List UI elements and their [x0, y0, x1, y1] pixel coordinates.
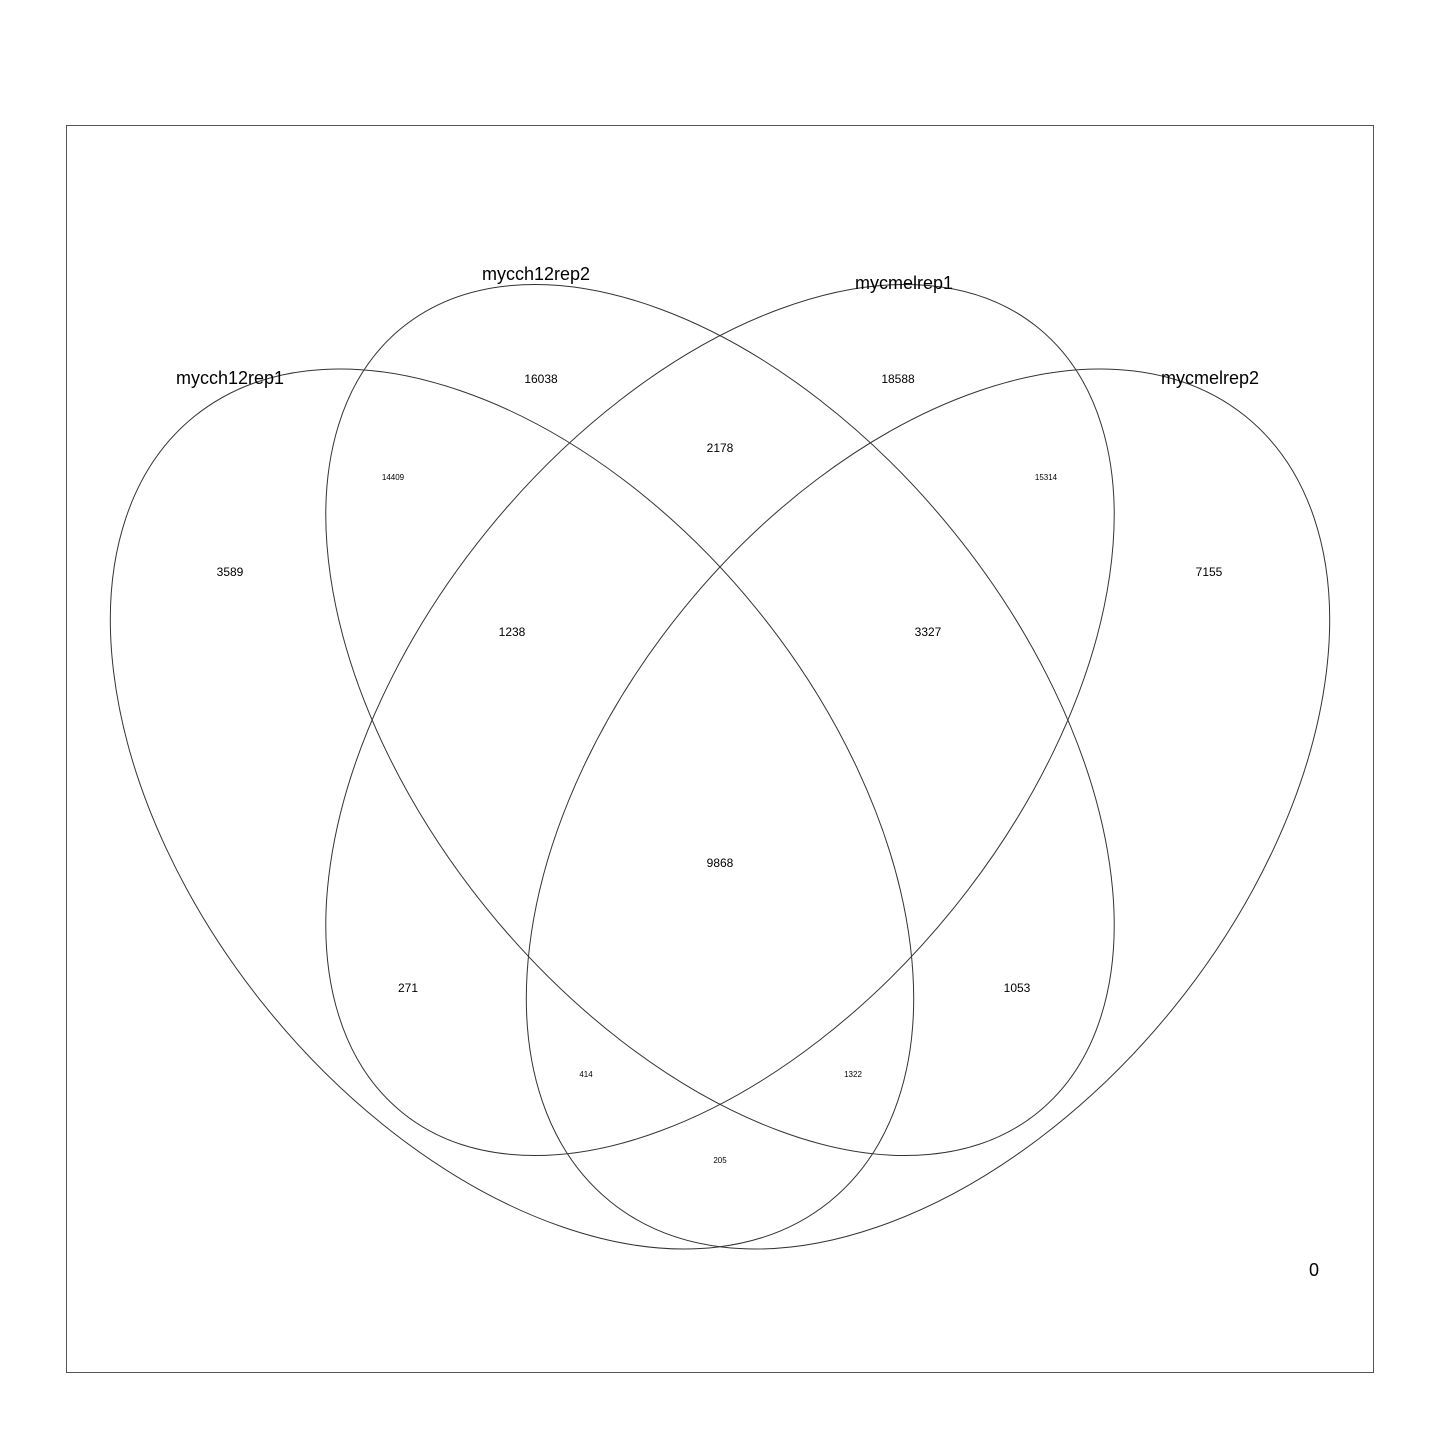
region-count-B: 16038: [524, 372, 558, 386]
set-ellipse-mycch12rep1: [109, 368, 915, 1250]
region-count-D: 7155: [1196, 565, 1223, 579]
set-ellipse-mycmelrep2: [525, 368, 1331, 1250]
region-count-C: 18588: [881, 372, 915, 386]
set-label-mycch12rep1: mycch12rep1: [176, 368, 284, 388]
region-count-AB: 14409: [382, 473, 405, 482]
region-count-BC: 2178: [707, 441, 734, 455]
region-count-ABCD: 9868: [707, 856, 734, 870]
region-count-ACD: 414: [579, 1070, 593, 1079]
region-count-ABC: 1238: [499, 625, 526, 639]
region-count-BCD: 3327: [915, 625, 942, 639]
region-count-AD: 205: [713, 1156, 727, 1165]
region-count-CD: 15314: [1035, 473, 1058, 482]
region-count-A: 3589: [217, 565, 244, 579]
region-count-AC: 271: [398, 981, 418, 995]
region-count-ABD: 1322: [844, 1070, 862, 1079]
region-count-BD: 1053: [1004, 981, 1031, 995]
set-label-mycmelrep2: mycmelrep2: [1161, 368, 1259, 388]
outside-count: 0: [1309, 1260, 1319, 1280]
set-ellipse-mycmelrep1: [325, 283, 1115, 1157]
set-label-mycch12rep2: mycch12rep2: [482, 264, 590, 284]
set-label-mycmelrep1: mycmelrep1: [855, 273, 953, 293]
set-ellipse-mycch12rep2: [325, 283, 1115, 1157]
plot-frame: [66, 125, 1374, 1373]
